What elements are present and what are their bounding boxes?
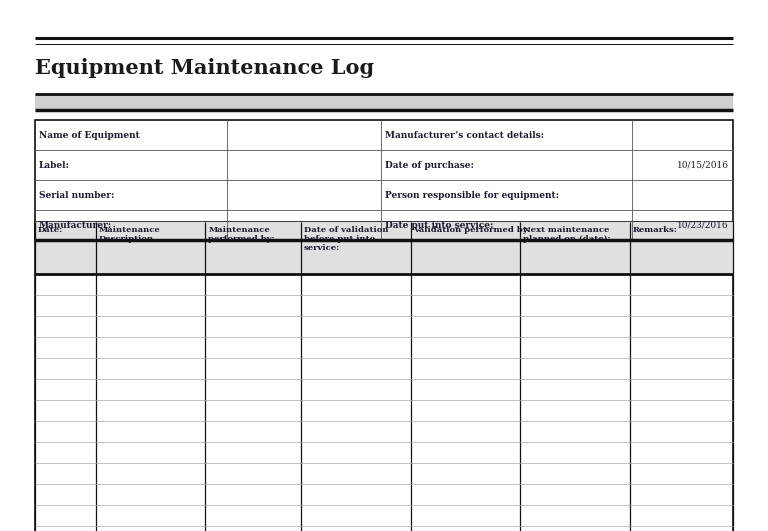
- Bar: [35, 222, 733, 531]
- Text: Validation performed by:: Validation performed by:: [413, 226, 531, 234]
- Text: Date:: Date:: [38, 226, 63, 234]
- Text: Label:: Label:: [39, 160, 70, 169]
- Text: Date of validation
before put into
service:: Date of validation before put into servi…: [304, 226, 389, 252]
- Text: Date put into service:: Date put into service:: [385, 220, 493, 229]
- Text: Person responsible for equipment:: Person responsible for equipment:: [385, 191, 558, 200]
- Text: Next maintenance
planned on (date):: Next maintenance planned on (date):: [523, 226, 611, 243]
- Text: Manufacturer’s contact details:: Manufacturer’s contact details:: [385, 131, 544, 140]
- Text: Manufacturer:: Manufacturer:: [39, 220, 112, 229]
- Bar: [35, 120, 733, 240]
- Text: Date of purchase:: Date of purchase:: [385, 160, 474, 169]
- Text: 10/23/2016: 10/23/2016: [677, 220, 729, 229]
- Text: Remarks:: Remarks:: [633, 226, 677, 234]
- Text: Equipment Maintenance Log: Equipment Maintenance Log: [35, 58, 374, 78]
- Text: 10/15/2016: 10/15/2016: [677, 160, 729, 169]
- Bar: [35, 222, 733, 274]
- Bar: [35, 94, 733, 110]
- Text: Maintenance
performed by:: Maintenance performed by:: [208, 226, 275, 243]
- Text: Maintenance
Description: Maintenance Description: [99, 226, 161, 243]
- Text: Name of Equipment: Name of Equipment: [39, 131, 140, 140]
- Text: Serial number:: Serial number:: [39, 191, 114, 200]
